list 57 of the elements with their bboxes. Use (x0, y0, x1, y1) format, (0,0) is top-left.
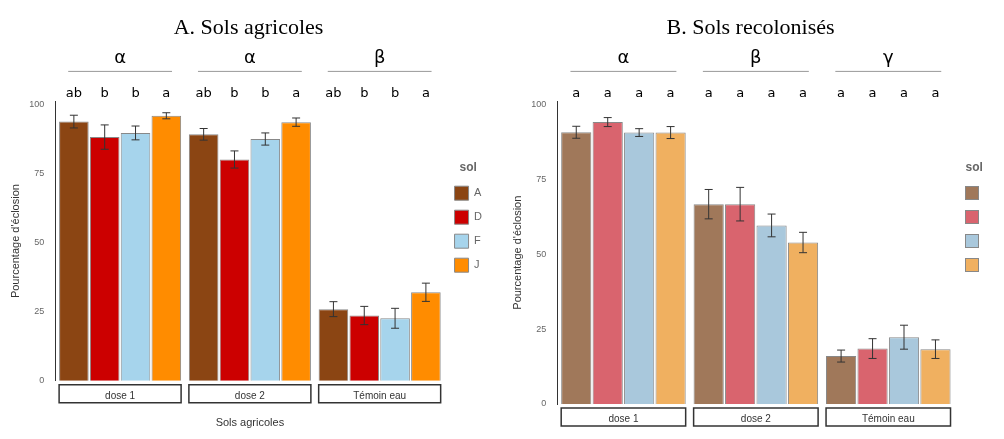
chart-title: A. Sols agricoles (173, 13, 324, 39)
x-tick-label: Témoin eau (861, 412, 915, 424)
text: ab (195, 85, 212, 101)
y-tick-label: 100 (531, 98, 547, 109)
text: a (868, 85, 877, 101)
text: b (360, 85, 369, 101)
y-tick-label: 75 (34, 167, 45, 178)
y-tick-label: 100 (29, 98, 45, 109)
text: a (931, 85, 940, 101)
text: a (704, 85, 713, 101)
legend-title: sol (459, 160, 477, 175)
x-tick-label: dose 1 (105, 389, 136, 401)
text: ab (65, 85, 82, 101)
text: b (261, 85, 270, 101)
text: a (799, 85, 808, 101)
y-axis-title: Pourcentage d'éclosion (8, 184, 21, 299)
text: a (666, 85, 675, 101)
text: ab (325, 85, 342, 101)
text: a (767, 85, 776, 101)
y-tick-label: 50 (34, 236, 45, 247)
text: b (390, 85, 400, 101)
text: γ (882, 46, 894, 68)
x-tick-label: dose 1 (608, 412, 639, 424)
text: b (230, 85, 239, 101)
y-tick-label: 0 (541, 398, 547, 409)
text: a (635, 85, 644, 101)
legend-label: F (474, 234, 482, 247)
text: a (900, 85, 908, 101)
y-tick-label: 50 (536, 248, 547, 259)
y-axis-title: Pourcentage d'éclosion (510, 195, 523, 310)
chart-title: B. Sols recolonisés (666, 13, 835, 39)
text: a (736, 85, 745, 101)
legend-title: sol (965, 160, 983, 175)
x-axis-title: Sols agricoles (215, 416, 285, 429)
text: a (837, 85, 846, 101)
text: a (162, 85, 171, 101)
text: a (292, 85, 301, 101)
legend-label: D (474, 210, 483, 223)
y-tick-label: 25 (536, 323, 547, 334)
text: β (750, 46, 762, 68)
y-tick-label: 25 (34, 306, 45, 317)
legend-label: A (474, 186, 483, 199)
text: a (603, 85, 612, 101)
text: α (114, 46, 127, 68)
y-tick-label: 0 (39, 375, 45, 386)
text: β (373, 46, 386, 68)
text: b (100, 85, 109, 101)
legend-label: J (474, 258, 480, 271)
text: α (243, 46, 256, 68)
x-tick-label: dose 2 (234, 389, 266, 401)
text: b (131, 85, 140, 101)
text: α (617, 46, 630, 68)
x-tick-label: Témoin eau (353, 389, 407, 401)
text: a (572, 85, 581, 101)
text: a (421, 85, 430, 101)
y-tick-label: 75 (536, 173, 547, 184)
x-tick-label: dose 2 (740, 412, 772, 424)
